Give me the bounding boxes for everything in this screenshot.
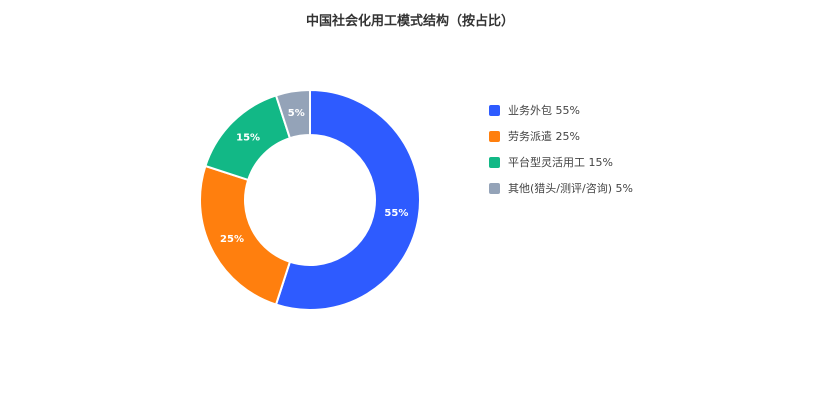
- legend-item-1[interactable]: 业务外包 55%: [489, 97, 633, 123]
- legend-swatch: [489, 182, 500, 194]
- pie-slice-2[interactable]: [199, 164, 292, 306]
- legend-label: 其他(猎头/测评/咨询) 5%: [508, 182, 633, 195]
- legend-item-4[interactable]: 其他(猎头/测评/咨询) 5%: [489, 175, 633, 201]
- legend-label: 业务外包 55%: [508, 104, 580, 117]
- legend-label: 平台型灵活用工 15%: [508, 156, 613, 169]
- slice-data-label-1: 55%: [384, 208, 408, 219]
- slice-data-label-4: 5%: [288, 108, 305, 119]
- legend-swatch: [489, 156, 500, 168]
- legend: 业务外包 55% 劳务派遣 25% 平台型灵活用工 15% 其他(猎头/测评/咨询) …: [489, 97, 633, 201]
- pie-slice-4[interactable]: [274, 88, 311, 140]
- legend-swatch: [489, 104, 500, 116]
- legend-item-3[interactable]: 平台型灵活用工 15%: [489, 149, 633, 175]
- pie-slice-1[interactable]: [274, 88, 421, 311]
- legend-label: 劳务派遣 25%: [508, 130, 580, 143]
- slice-data-label-2: 25%: [220, 234, 244, 245]
- slice-data-label-3: 15%: [236, 133, 260, 144]
- legend-swatch: [489, 130, 500, 142]
- legend-item-2[interactable]: 劳务派遣 25%: [489, 123, 633, 149]
- chart-title: 中国社会化用工模式结构（按占比）: [305, 14, 514, 29]
